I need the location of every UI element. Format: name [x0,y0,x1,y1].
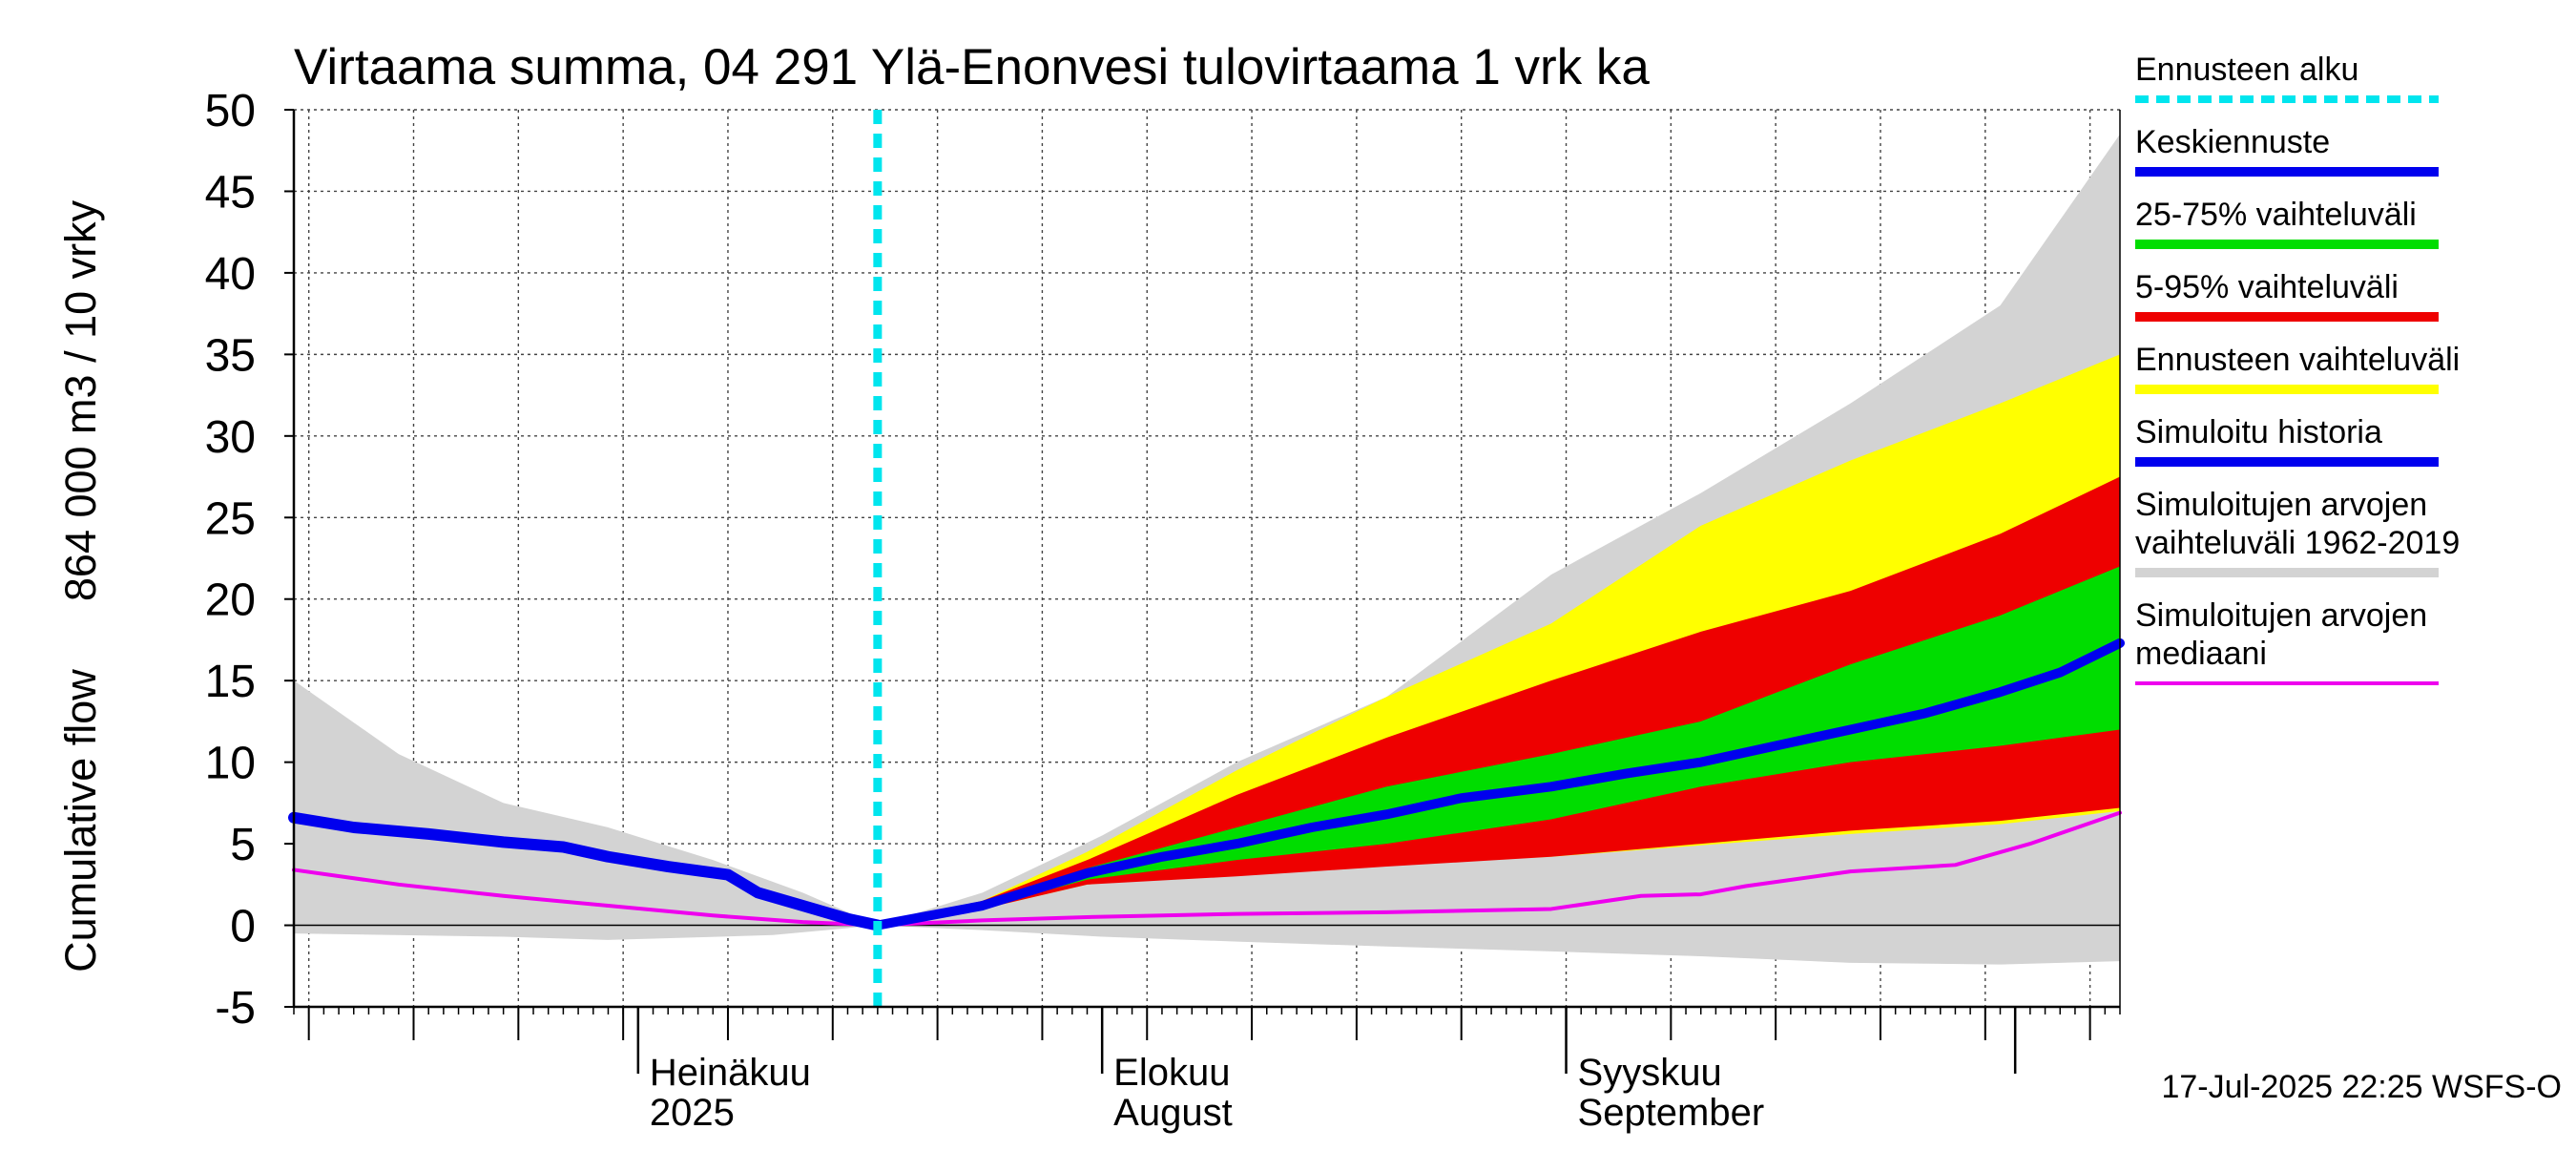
y-tick-label: 45 [205,167,256,218]
x-month-sublabel: 2025 [650,1092,735,1134]
legend-label: Ennusteen alku [2135,52,2358,88]
y-tick-label: 40 [205,249,256,300]
series-lines [288,110,2125,1007]
x-month-sublabel: August [1113,1092,1233,1134]
y-tick-label: 25 [205,493,256,544]
y-tick-label: 15 [205,657,256,707]
legend-label: Simuloitujen arvojen [2135,597,2427,634]
y-axis-label-primary: 864 000 m3 / 10 vrky [56,199,105,601]
legend-label: 25-75% vaihteluväli [2135,197,2417,233]
legend-label: Ennusteen vaihteluväli [2135,342,2460,378]
legend-label: vaihteluväli 1962-2019 [2135,525,2460,561]
x-month-label: Heinäkuu [650,1052,811,1094]
y-axis-label-secondary: Cumulative flow [56,669,105,972]
x-month-label: Syyskuu [1578,1052,1722,1094]
chart-title: Virtaama summa, 04 291 Ylä-Enonvesi tulo… [294,39,1650,95]
legend-label: Simuloitujen arvojen [2135,487,2427,523]
band-5-95 [877,476,2120,926]
band-25-75 [877,566,2120,926]
legend-label: Simuloitu historia [2135,414,2382,450]
legend: Ennusteen alku Keskiennuste 25-75% vaihtel… [2135,52,2460,685]
y-tick-label: 35 [205,330,256,381]
mean-forecast-line [872,638,2125,930]
y-tick-label: 10 [205,739,256,789]
x-month-label: Elokuu [1113,1052,1230,1094]
legend-label: mediaani [2135,636,2267,672]
y-tick-label: 0 [230,902,256,952]
y-tick-label: -5 [215,983,256,1034]
y-tick-label: 5 [230,820,256,870]
x-month-sublabel: September [1578,1092,1765,1134]
axes: -505101520253035404550Heinäkuu2025Elokuu… [205,86,2121,1134]
area-bands [294,134,2120,965]
sim-median-line [292,810,2122,928]
y-tick-label: 30 [205,412,256,463]
legend-label: 5-95% vaihteluväli [2135,269,2399,305]
footer-timestamp: 17-Jul-2025 22:25 WSFS-O [2161,1069,2562,1105]
y-tick-label: 20 [205,575,256,626]
legend-label: Keskiennuste [2135,124,2330,160]
sim-history-line [288,811,883,931]
y-tick-label: 50 [205,86,256,136]
